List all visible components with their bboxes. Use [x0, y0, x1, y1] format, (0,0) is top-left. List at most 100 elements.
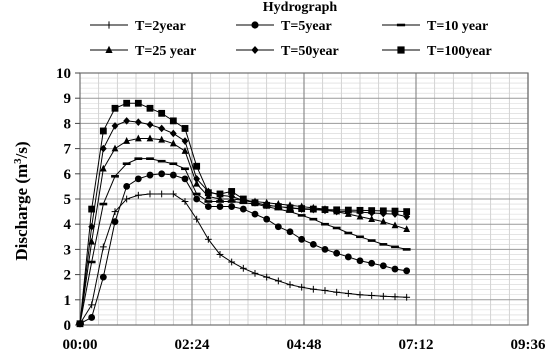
y-tick-label: 5	[64, 192, 72, 208]
point-dash	[367, 239, 376, 242]
point-dash	[134, 157, 143, 160]
point-triangle	[379, 217, 387, 225]
point-square	[181, 125, 189, 132]
point-dash	[99, 202, 108, 206]
point-triangle	[368, 215, 376, 222]
point-diamond	[146, 120, 154, 129]
point-plus	[309, 285, 317, 293]
point-circle	[123, 183, 131, 190]
point-dash	[396, 23, 406, 27]
point-dash	[321, 222, 329, 226]
point-square	[111, 104, 119, 112]
point-diamond	[123, 117, 131, 125]
point-dash	[297, 214, 306, 217]
point-circle	[274, 223, 282, 231]
y-tick-label: 9	[64, 91, 72, 107]
point-triangle	[158, 135, 166, 143]
point-triangle	[105, 45, 113, 53]
point-square	[263, 201, 271, 209]
point-plus	[321, 287, 329, 294]
point-dash	[87, 260, 96, 264]
legend-label: T=50year	[281, 44, 339, 59]
point-square	[216, 190, 224, 198]
point-plus	[193, 215, 201, 223]
series-line	[79, 138, 407, 324]
point-circle	[146, 171, 154, 179]
y-axis-title: Discharge (m3/s)	[12, 141, 31, 260]
point-triangle	[169, 139, 177, 147]
y-tick-label: 6	[64, 167, 72, 183]
point-circle	[193, 195, 201, 203]
point-triangle	[403, 225, 411, 233]
point-plus	[263, 273, 271, 281]
point-circle	[99, 273, 107, 281]
point-square	[333, 206, 341, 214]
point-circle	[403, 267, 411, 275]
point-plus	[105, 21, 113, 29]
point-dash	[402, 248, 411, 251]
point-plus	[216, 251, 224, 258]
point-plus	[403, 293, 411, 301]
point-circle	[333, 249, 341, 257]
point-dash	[157, 159, 166, 163]
x-tick-label: 04:48	[287, 337, 322, 353]
y-axis-title-superscript: 3	[12, 158, 24, 164]
point-plus	[379, 292, 387, 300]
legend-label: T=100year	[427, 44, 492, 59]
point-square	[321, 206, 329, 213]
point-square	[286, 204, 294, 212]
y-tick-label: 2	[64, 268, 72, 284]
point-plus	[134, 191, 142, 199]
point-dash	[169, 162, 178, 166]
point-plus	[204, 235, 212, 243]
point-plus	[286, 281, 294, 289]
y-axis-title-tail: /s)	[12, 141, 31, 159]
point-dash	[181, 167, 189, 171]
point-dash	[309, 217, 318, 221]
point-circle	[356, 257, 364, 265]
series-line	[79, 158, 407, 324]
point-circle	[216, 203, 224, 210]
legend-entry: T=100year	[382, 44, 492, 59]
legend-entry: T=5year	[236, 19, 332, 34]
point-circle	[368, 259, 376, 267]
point-plus	[368, 292, 376, 299]
point-square	[391, 207, 399, 215]
point-circle	[88, 314, 96, 321]
point-square	[99, 127, 107, 135]
y-axis-title-text: Discharge (m	[12, 164, 31, 261]
point-circle	[251, 21, 259, 29]
y-tick-label: 3	[64, 242, 72, 258]
legend: T=2year T=5year T=10 year T=25 year T=50year…	[90, 19, 492, 59]
x-tick-label: 09:36	[511, 337, 546, 353]
point-dash	[379, 243, 388, 246]
series-t-100year	[76, 99, 411, 328]
point-plus	[99, 243, 107, 251]
legend-entry: T=10 year	[382, 19, 488, 34]
point-dash	[391, 245, 399, 249]
point-circle	[309, 240, 317, 248]
y-tick-label: 1	[64, 293, 72, 309]
point-dash	[332, 226, 341, 230]
point-square	[298, 205, 306, 212]
point-diamond	[111, 122, 119, 130]
point-diamond	[193, 175, 201, 183]
point-plus	[391, 293, 399, 301]
point-square	[309, 205, 317, 213]
point-square	[379, 207, 387, 215]
x-tick-label: 07:12	[399, 337, 434, 353]
point-square	[368, 207, 376, 214]
legend-entry: T=50year	[236, 44, 339, 59]
chart-title: Hydrograph	[263, 0, 338, 15]
point-circle	[391, 265, 399, 273]
point-square	[88, 205, 96, 213]
point-square	[146, 104, 154, 112]
point-plus	[181, 198, 189, 205]
point-square	[193, 162, 201, 170]
point-plus	[251, 269, 259, 277]
point-diamond	[181, 137, 189, 145]
point-square	[158, 109, 166, 117]
point-triangle	[146, 134, 154, 142]
point-circle	[379, 262, 387, 270]
